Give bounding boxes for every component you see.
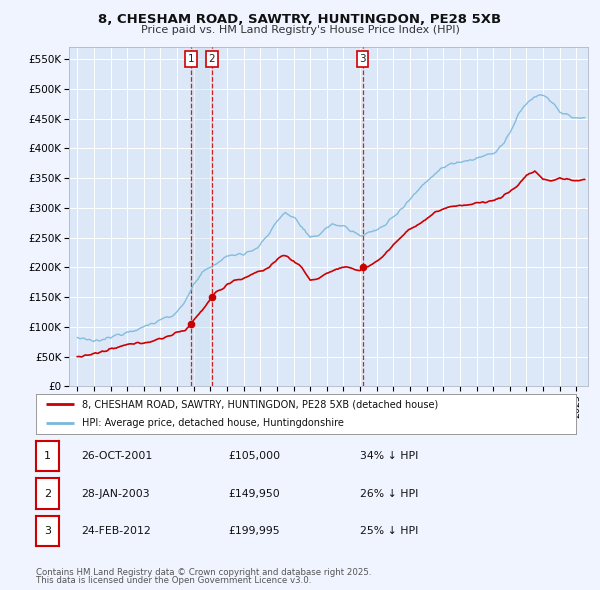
Text: Contains HM Land Registry data © Crown copyright and database right 2025.: Contains HM Land Registry data © Crown c… xyxy=(36,568,371,577)
Text: 28-JAN-2003: 28-JAN-2003 xyxy=(81,489,149,499)
Text: Price paid vs. HM Land Registry's House Price Index (HPI): Price paid vs. HM Land Registry's House … xyxy=(140,25,460,35)
Text: 1: 1 xyxy=(188,54,194,64)
Text: 2: 2 xyxy=(208,54,215,64)
Text: £105,000: £105,000 xyxy=(228,451,280,461)
Text: 8, CHESHAM ROAD, SAWTRY, HUNTINGDON, PE28 5XB: 8, CHESHAM ROAD, SAWTRY, HUNTINGDON, PE2… xyxy=(98,13,502,26)
Text: 8, CHESHAM ROAD, SAWTRY, HUNTINGDON, PE28 5XB (detached house): 8, CHESHAM ROAD, SAWTRY, HUNTINGDON, PE2… xyxy=(82,399,438,409)
Text: 26-OCT-2001: 26-OCT-2001 xyxy=(81,451,152,461)
Text: This data is licensed under the Open Government Licence v3.0.: This data is licensed under the Open Gov… xyxy=(36,576,311,585)
Text: £149,950: £149,950 xyxy=(228,489,280,499)
Text: 3: 3 xyxy=(44,526,51,536)
Text: 34% ↓ HPI: 34% ↓ HPI xyxy=(360,451,418,461)
Text: 24-FEB-2012: 24-FEB-2012 xyxy=(81,526,151,536)
Text: 26% ↓ HPI: 26% ↓ HPI xyxy=(360,489,418,499)
Text: 3: 3 xyxy=(359,54,366,64)
Text: £199,995: £199,995 xyxy=(228,526,280,536)
Text: 2: 2 xyxy=(44,489,51,499)
Text: 1: 1 xyxy=(44,451,51,461)
Bar xyxy=(191,47,212,386)
Text: 25% ↓ HPI: 25% ↓ HPI xyxy=(360,526,418,536)
Text: HPI: Average price, detached house, Huntingdonshire: HPI: Average price, detached house, Hunt… xyxy=(82,418,344,428)
